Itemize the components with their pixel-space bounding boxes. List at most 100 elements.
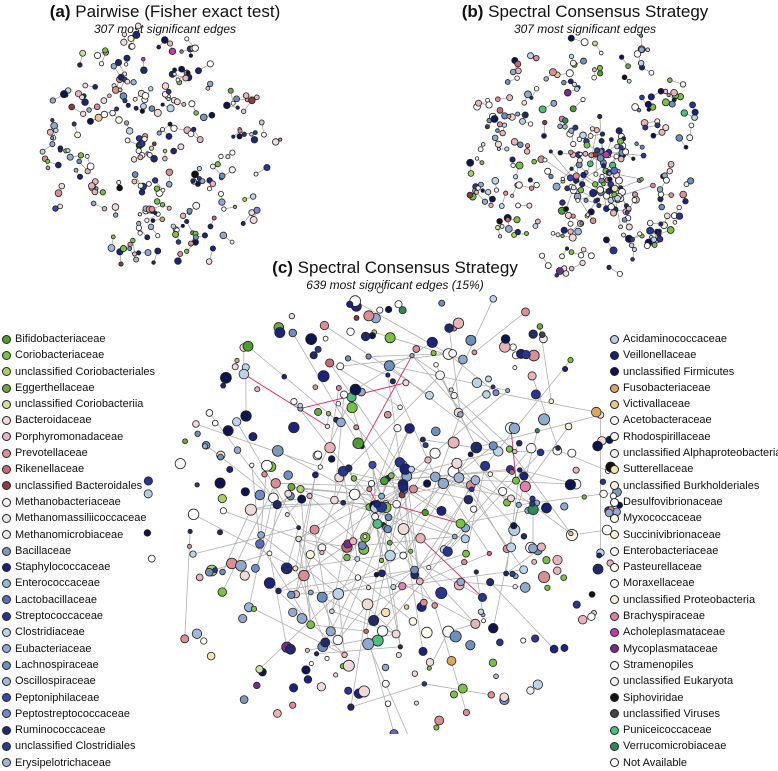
network-node	[333, 588, 344, 599]
network-node	[361, 332, 370, 341]
network-node	[485, 189, 490, 194]
network-node	[664, 213, 670, 219]
network-node	[573, 601, 580, 608]
network-node	[173, 231, 179, 237]
network-node	[122, 32, 126, 36]
network-node	[236, 560, 247, 571]
network-node	[377, 626, 387, 636]
network-node	[374, 572, 379, 577]
network-node	[668, 78, 673, 83]
network-node	[200, 114, 207, 121]
network-node	[516, 203, 521, 208]
network-node	[275, 327, 285, 337]
network-node	[229, 167, 235, 173]
network-node	[570, 60, 576, 66]
network-node	[206, 410, 213, 417]
network-node	[367, 487, 372, 492]
network-node	[101, 111, 108, 118]
network-node	[307, 621, 315, 629]
network-node	[151, 219, 155, 223]
network-node	[220, 232, 227, 239]
network-node	[414, 701, 418, 705]
network-node	[588, 134, 593, 139]
network-node	[482, 199, 487, 204]
network-node	[152, 142, 156, 146]
network-node	[644, 243, 650, 249]
network-node	[347, 328, 354, 335]
legend-item: Bifidobacteriaceae	[2, 331, 155, 347]
network-node	[358, 542, 366, 550]
network-node	[156, 234, 160, 238]
network-node	[592, 68, 596, 72]
network-node	[673, 221, 677, 225]
network-node	[291, 398, 297, 404]
network-node	[232, 364, 238, 370]
network-node	[638, 60, 644, 66]
network-node	[46, 166, 50, 170]
network-node	[562, 124, 567, 129]
network-node	[317, 592, 327, 602]
network-node	[510, 69, 516, 75]
network-node	[635, 142, 639, 146]
network-node	[416, 578, 423, 585]
network-node	[410, 485, 418, 493]
network-node	[580, 58, 586, 64]
network-node	[590, 189, 597, 196]
network-node	[638, 232, 642, 236]
legend-item: Peptoniphilaceae	[2, 690, 155, 706]
network-node	[544, 77, 549, 82]
network-node	[364, 629, 369, 634]
network-node	[510, 157, 515, 162]
legend-item: Methanomassiliicoccaceae	[2, 510, 155, 526]
legend-label: Enterococcaceae	[15, 575, 100, 591]
network-node	[591, 407, 601, 417]
network-node	[377, 307, 383, 313]
network-node	[323, 336, 328, 341]
network-node	[255, 387, 260, 392]
network-node	[558, 150, 563, 155]
network-node	[133, 31, 140, 38]
network-node	[148, 224, 154, 230]
network-node	[597, 553, 602, 558]
network-node	[508, 495, 515, 502]
network-node	[385, 550, 395, 560]
network-node	[569, 128, 574, 133]
network-node	[163, 156, 168, 161]
network-node	[254, 207, 260, 213]
legend-swatch	[2, 384, 11, 393]
network-node	[249, 433, 257, 441]
network-node	[234, 96, 240, 102]
legend-label: Acetobacteraceae	[623, 412, 712, 428]
network-node	[240, 571, 249, 580]
network-node	[93, 84, 98, 89]
network-node	[74, 168, 78, 172]
network-node	[506, 388, 510, 392]
network-node	[364, 311, 374, 321]
network-edge	[404, 529, 423, 651]
legend-swatch	[610, 661, 619, 670]
network-node	[366, 354, 371, 359]
network-node	[556, 233, 560, 237]
network-node	[250, 216, 257, 223]
network-node	[471, 619, 480, 628]
network-node	[553, 183, 560, 190]
network-node	[588, 253, 594, 259]
network-panel-c	[144, 287, 622, 734]
network-node	[516, 162, 523, 169]
network-node	[243, 93, 249, 99]
network-node	[250, 463, 254, 467]
legend-swatch	[2, 628, 11, 637]
network-node	[108, 244, 115, 251]
network-node	[138, 231, 142, 235]
network-node	[382, 680, 389, 687]
network-node	[516, 182, 523, 189]
network-node	[347, 402, 357, 412]
network-node	[569, 266, 574, 271]
network-node	[309, 661, 313, 665]
network-node	[166, 133, 172, 139]
network-node	[587, 161, 593, 167]
network-node	[251, 606, 256, 611]
legend-swatch	[610, 481, 619, 490]
network-node	[249, 97, 256, 104]
legend-item: unclassified Bacteroidales	[2, 478, 155, 494]
